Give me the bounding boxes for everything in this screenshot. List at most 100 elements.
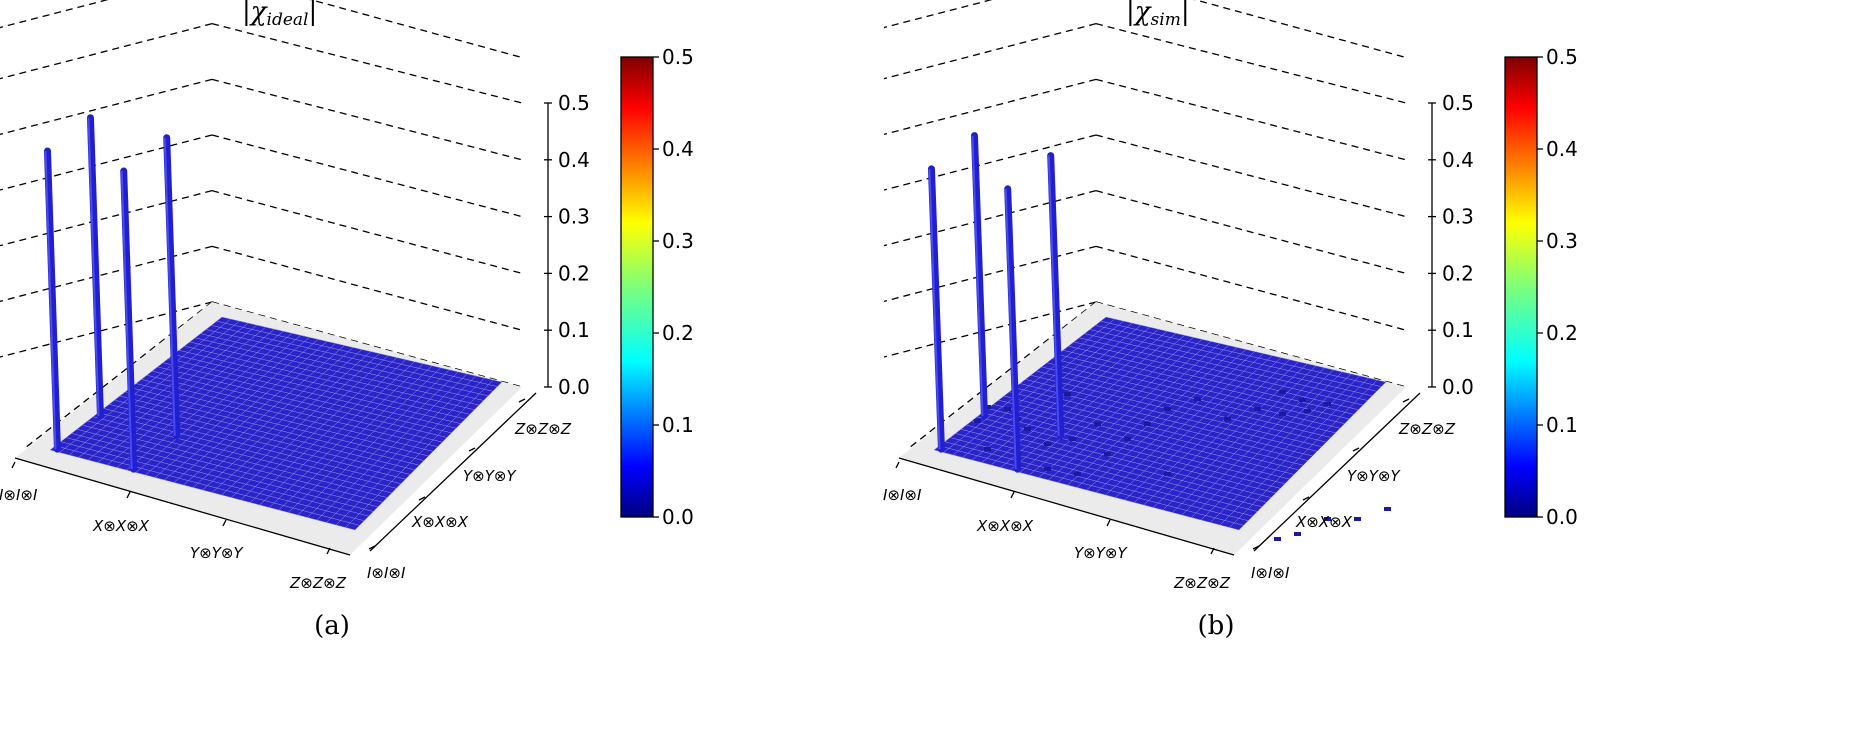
x-tick-mark — [326, 547, 331, 555]
small-bar — [1004, 407, 1011, 411]
x-tick-mark — [11, 461, 16, 469]
surface-gridline — [1095, 351, 1255, 493]
small-bar — [1074, 472, 1081, 476]
surface-gridline — [307, 371, 459, 518]
z-gridline-left — [0, 134, 213, 191]
surface-gridline — [1068, 345, 1354, 415]
title-symbol: χ — [1133, 0, 1153, 27]
small-bar — [1294, 532, 1301, 536]
x-tick-label: Y⊗Y⊗Y — [190, 544, 244, 562]
small-bar — [1094, 422, 1101, 426]
surface-gridline — [205, 329, 489, 397]
z-gridline-left — [883, 134, 1097, 191]
bar3d — [120, 167, 138, 473]
x-tick-label: Z⊗Z⊗Z — [289, 574, 347, 592]
surface-gridline — [278, 365, 433, 511]
surface-gridline — [221, 316, 503, 383]
colorbar-tick-label: 0.0 — [1546, 505, 1578, 529]
surface-gridline — [1219, 377, 1369, 526]
surface-gridline — [354, 381, 503, 531]
title-subscript: ideal — [267, 10, 309, 30]
surface-gridline — [230, 355, 389, 498]
small-bar — [1254, 407, 1261, 411]
bar3d — [1047, 152, 1065, 440]
z-tick-label: 0.0 — [558, 375, 590, 399]
y-axis-line — [369, 392, 537, 552]
x-tick-label: Y⊗Y⊗Y — [1074, 544, 1128, 562]
heatmap-surface — [934, 317, 1386, 530]
surface-gridline — [211, 325, 493, 392]
surface-gridline — [162, 362, 452, 434]
surface-gridline — [288, 367, 441, 513]
x-tick-label: I⊗I⊗I — [883, 486, 922, 504]
panel-title: |χideal| — [242, 0, 317, 30]
z-gridline — [1095, 23, 1407, 104]
surface-gridline — [1153, 363, 1308, 508]
colorbar-tick-label: 0.2 — [1546, 321, 1578, 345]
y-tick-label: Z⊗Z⊗Z — [514, 420, 572, 438]
z-gridline-left — [883, 190, 1097, 247]
colorbar-tick-label: 0.1 — [662, 413, 694, 437]
surface-gridline — [1114, 355, 1273, 498]
z-gridline — [211, 23, 523, 104]
y-tick-label: X⊗X⊗X — [1295, 513, 1353, 531]
small-bar — [1279, 390, 1286, 394]
heatmap-surface — [50, 317, 502, 530]
bar3d — [927, 165, 945, 453]
panel-b: 0.0 0.1 0.2 0.3 0.4 0.5 I⊗I⊗I X⊗X⊗X Y⊗Y⊗Y Z⊗Z⊗Z I⊗… — [883, 0, 1578, 641]
z-gridline-left — [0, 301, 213, 358]
surface-gridline — [1052, 358, 1341, 429]
small-bar — [1324, 402, 1331, 406]
surface-gridline — [1036, 370, 1327, 443]
x-tick-mark — [126, 491, 131, 499]
surface-gridline — [1229, 379, 1378, 528]
small-bar — [1279, 412, 1286, 416]
z-gridline-left — [883, 78, 1097, 135]
surface-gridline — [335, 377, 485, 526]
surface-gridline — [146, 374, 438, 447]
surface-gridline — [173, 354, 461, 424]
title-bar-right: | — [1181, 0, 1190, 27]
colorbar-tick-label: 0.3 — [662, 229, 694, 253]
surface-gridline — [1105, 353, 1264, 496]
colorbar-tick-label: 0.0 — [662, 505, 694, 529]
bar3d — [1004, 185, 1022, 473]
surface-gridline — [216, 320, 498, 387]
top-gridline-left — [883, 0, 993, 29]
surface-gridline — [168, 358, 457, 429]
surface-gridline — [1238, 381, 1387, 531]
x-tick-mark — [895, 461, 900, 469]
y-tick-mark — [1252, 545, 1260, 550]
bar3d-highlight — [44, 150, 57, 450]
x-tick-mark — [1010, 491, 1015, 499]
small-bar — [1304, 409, 1311, 413]
z-tick-label: 0.5 — [558, 91, 590, 115]
small-bar — [1104, 452, 1111, 456]
small-bar — [1194, 397, 1201, 401]
colorbar — [620, 56, 654, 518]
small-bar — [1069, 437, 1076, 441]
z-tick-label: 0.2 — [558, 261, 590, 285]
y-tick-label: Z⊗Z⊗Z — [1398, 420, 1456, 438]
z-tick-label: 0.4 — [1442, 148, 1474, 172]
surface-gridline — [240, 357, 398, 501]
y-tick-label: Y⊗Y⊗Y — [463, 467, 517, 485]
y-tick-label: I⊗I⊗I — [367, 564, 406, 582]
surface-gridline — [269, 363, 424, 508]
y-axis-line — [1253, 392, 1421, 552]
z-tick-label: 0.1 — [558, 318, 590, 342]
x-axis-line — [898, 457, 1235, 556]
bar3d — [163, 134, 181, 440]
z-gridline — [211, 190, 523, 275]
y-tick-mark — [1402, 398, 1410, 403]
z-tick-label: 0.5 — [1442, 91, 1474, 115]
z-gridline — [211, 78, 523, 161]
surface-gridline — [1200, 373, 1352, 521]
y-tick-label: X⊗X⊗X — [411, 513, 469, 531]
z-gridline — [211, 134, 523, 218]
panel-caption: (b) — [1198, 611, 1235, 641]
small-bar — [1274, 537, 1281, 541]
small-bar — [1164, 472, 1171, 476]
surface-gridline — [345, 379, 494, 528]
surface-gridline — [178, 350, 466, 420]
